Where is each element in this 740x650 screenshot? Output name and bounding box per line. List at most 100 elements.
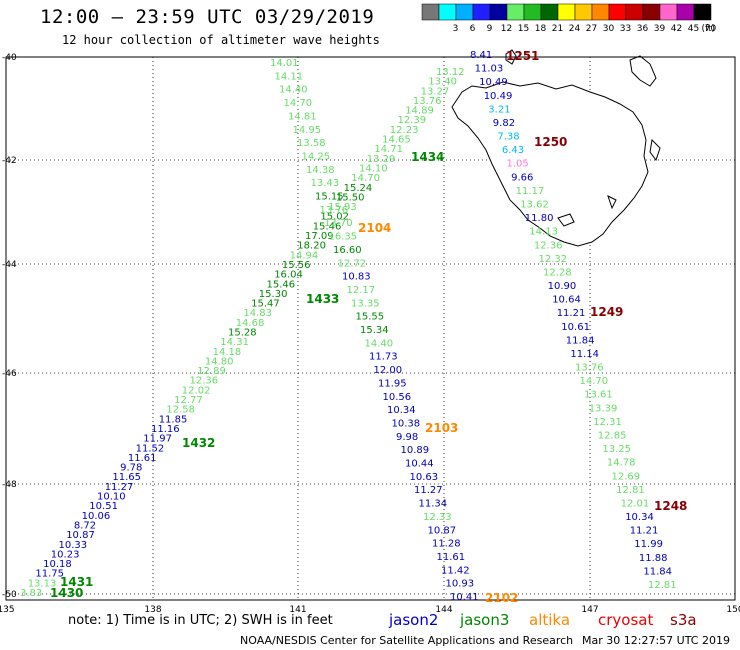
legend-tick-label: 27 [586, 24, 597, 34]
legend-tick-label: 18 [535, 24, 547, 34]
legend-swatch [608, 3, 627, 21]
wave-height-value: 12.81 [616, 485, 645, 496]
legend-swatch [489, 3, 508, 21]
wave-height-value: 10.44 [405, 459, 434, 470]
wave-height-value: 12.31 [593, 417, 622, 428]
wave-height-value: 11.95 [378, 378, 407, 389]
legend-tick-label: 9 [487, 24, 493, 34]
wave-height-value: 15.47 [251, 299, 280, 310]
pass-label: 1432 [182, 436, 215, 450]
legend-swatch [438, 3, 457, 21]
wave-height-value: 13.25 [602, 444, 631, 455]
satellite-name: s3a [670, 611, 697, 629]
wave-height-value: 10.89 [401, 445, 430, 456]
wave-height-value: 13.27 [421, 86, 450, 97]
wave-height-value: 14.25 [302, 151, 331, 162]
wave-height-value: 15.02 [320, 212, 349, 223]
wave-height-value: 11.84 [643, 566, 672, 577]
legend-tick-label: 15 [518, 24, 529, 34]
credit-text: NOAA/NESDIS Center for Satellite Applica… [240, 634, 573, 647]
legend-tick-label: 33 [620, 24, 631, 34]
longitude-label: 135 [0, 605, 15, 615]
wave-height-value: 10.93 [446, 579, 475, 590]
wave-height-value: 11.42 [441, 565, 470, 576]
wave-height-value: 13.40 [428, 77, 457, 88]
wave-height-value: 10.38 [392, 419, 421, 430]
legend-swatch [625, 3, 644, 21]
latitude-label: -50 [2, 590, 17, 600]
wave-height-value: 10.87 [428, 525, 457, 536]
legend-tick-label: 12 [501, 24, 512, 34]
pass-label: 1433 [306, 292, 339, 306]
wave-height-value: 11.99 [634, 539, 663, 550]
legend-swatch [523, 3, 542, 21]
wave-height-value: 11.21 [557, 308, 586, 319]
legend-swatch [642, 3, 661, 21]
wave-height-value: 10.18 [43, 559, 72, 570]
legend-tick-label: 42 [671, 24, 682, 34]
wave-height-value: 10.87 [66, 530, 95, 541]
wave-height-value: 14.38 [306, 165, 335, 176]
legend-tick-label: 6 [470, 24, 476, 34]
longitude-label: 141 [289, 605, 306, 615]
wave-height-value: 10.64 [552, 295, 581, 306]
wave-height-value: 10.56 [383, 392, 412, 403]
wave-height-value: 12.69 [612, 471, 641, 482]
lat-lon-grid: -40 -42 -44 -46 -48 -50 135 138 141 144 147 150 [0, 53, 740, 615]
wave-height-value: 11.27 [414, 485, 443, 496]
wave-height-value: 13.62 [520, 200, 549, 211]
pass-label: 1250 [534, 135, 567, 149]
wave-height-value: 12.39 [398, 115, 427, 126]
wave-height-value: 13.13 [28, 578, 57, 589]
wave-height-value: 14.95 [293, 125, 322, 136]
wave-height-value: 14.68 [236, 318, 265, 329]
wave-height-value: 11.73 [369, 352, 398, 363]
pass-label: 2103 [425, 421, 458, 435]
legend-swatch [421, 3, 440, 21]
wave-height-value: 11.61 [128, 453, 157, 464]
map-subtitle: 12 hour collection of altimeter wave hei… [62, 33, 380, 47]
legend-unit: (ft) [701, 24, 715, 34]
wave-height-value: 11.84 [566, 335, 595, 346]
wave-height-value: 15.56 [282, 260, 311, 271]
pass-label: 1248 [654, 499, 687, 513]
wave-height-value: 11.85 [159, 414, 188, 425]
wave-height-value: 9.66 [511, 172, 533, 183]
wave-height-value: 13.12 [436, 67, 465, 78]
wave-height-value: 10.51 [89, 501, 118, 512]
legend-swatch [659, 3, 678, 21]
wave-height-value: 10.41 [450, 592, 479, 603]
wave-height-value: 12.89 [197, 366, 226, 377]
generated-timestamp: Mar 30 12:27:57 UTC 2019 [582, 634, 730, 647]
wave-height-value: 12.77 [174, 395, 203, 406]
track-c-observations: 8.41 11.03 10.49 10.49 3.21 9.82 7.38 6.43 1.05 9… [470, 50, 677, 591]
footer-note: note: 1) Time is in UTC; 2) SWH is in fe… [68, 613, 333, 628]
wave-height-value: 10.06 [82, 511, 111, 522]
wave-height-value: 14.18 [213, 347, 242, 358]
legend-swatch [455, 3, 474, 21]
east-coast-islands [557, 138, 661, 227]
wave-height-value: 11.61 [437, 552, 466, 563]
satellite-name: jason3 [459, 611, 509, 629]
wave-height-value: 14.11 [275, 71, 304, 82]
wave-height-value: 11.28 [432, 539, 461, 550]
wave-height-value: 14.94 [290, 250, 319, 261]
wave-height-value: 14.31 [220, 337, 249, 348]
wave-height-value: 15.24 [344, 183, 373, 194]
wave-height-value: 12.36 [534, 240, 563, 251]
wave-height-value: 10.33 [59, 540, 88, 551]
wave-height-value: 11.52 [136, 443, 165, 454]
satellite-legend: jason2 jason3 altika cryosat s3a [388, 611, 697, 629]
pass-label: 1431 [60, 575, 93, 589]
legend-swatch [506, 3, 525, 21]
wave-height-value: 15.30 [259, 289, 288, 300]
wave-height-value: 13.39 [589, 403, 618, 414]
longitude-label: 147 [581, 605, 598, 615]
pass-label: 1249 [590, 305, 623, 319]
wave-height-value: 12.23 [390, 125, 419, 136]
wave-height-value: 10.83 [342, 272, 371, 283]
pass-label: 2104 [358, 221, 391, 235]
latitude-label: -46 [2, 369, 17, 379]
latitude-label: -40 [2, 53, 17, 63]
wave-height-value: 11.14 [570, 349, 599, 360]
